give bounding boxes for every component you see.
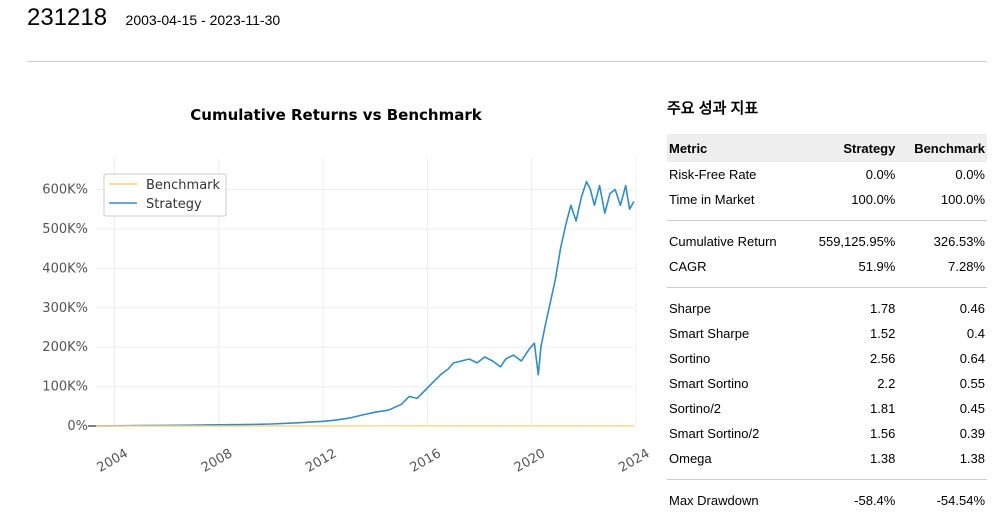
metric-column-header: Metric <box>667 134 801 162</box>
metric-name: Smart Sortino <box>669 376 749 391</box>
strategy-value: 100.0% <box>851 192 896 207</box>
metric-name: Sortino/2 <box>669 401 722 416</box>
metric-row: Max Drawdown -58.4% -54.54% <box>667 488 987 513</box>
benchmark-value: 0.39 <box>959 426 985 441</box>
metric-name: Smart Sharpe <box>669 326 750 341</box>
benchmark-column-header: Benchmark <box>897 134 987 162</box>
y-tick-label: 100K% <box>42 380 88 395</box>
strategy-value: 1.56 <box>870 426 896 441</box>
chart-grid <box>96 158 637 427</box>
x-tick-label: 2024 <box>616 446 652 476</box>
metric-name: Omega <box>669 451 712 466</box>
strategy-column-header: Strategy <box>800 134 898 162</box>
metric-row: Smart Sharpe 1.52 0.4 <box>667 321 987 346</box>
report-header: 231218 2003-04-15 - 2023-11-30 <box>27 4 280 38</box>
metrics-separator <box>667 279 987 296</box>
chart-axes: 0% 100K% 200K% 300K% 400K% 500K% 600K% 2004 2008… <box>42 183 652 476</box>
strategy-value: 1.78 <box>870 301 896 316</box>
metric-name: CAGR <box>669 259 707 274</box>
legend-label: Benchmark <box>146 178 221 193</box>
metrics-header-row: Metric Strategy Benchmark <box>667 134 987 162</box>
strategy-value: 2.56 <box>870 351 896 366</box>
x-tick-label: 2008 <box>199 446 235 476</box>
metric-row: Sortino 2.56 0.64 <box>667 346 987 371</box>
metrics-table: Metric Strategy Benchmark Risk-Free Rate… <box>667 134 987 513</box>
metric-row: Smart Sortino 2.2 0.55 <box>667 371 987 396</box>
metric-row: Smart Sortino/2 1.56 0.39 <box>667 421 987 446</box>
metrics-body: Risk-Free Rate 0.0% 0.0% Time in Market 100.… <box>667 162 987 513</box>
strategy-line <box>95 180 635 427</box>
metric-name: Smart Sortino/2 <box>669 426 760 441</box>
benchmark-value: 100.0% <box>940 192 985 207</box>
metric-row: Sharpe 1.78 0.46 <box>667 296 987 321</box>
x-tick-label: 2020 <box>512 446 548 476</box>
cumulative-returns-chart: 0% 100K% 200K% 300K% 400K% 500K% 600K% 2004 2008… <box>42 92 652 517</box>
legend-label: Strategy <box>146 197 202 212</box>
benchmark-value: 0.64 <box>959 351 985 366</box>
y-tick-label: 500K% <box>42 222 88 237</box>
metrics-separator <box>667 212 987 229</box>
metric-row: Cumulative Return 559,125.95% 326.53% <box>667 229 987 254</box>
metric-row: Omega 1.38 1.38 <box>667 446 987 471</box>
benchmark-value: 0.46 <box>959 301 985 316</box>
strategy-value: 2.2 <box>877 376 896 391</box>
strategy-value: 1.81 <box>870 401 896 416</box>
strategy-value: 0.0% <box>865 167 896 182</box>
y-tick-label: 600K% <box>42 183 88 198</box>
x-tick-label: 2012 <box>303 446 339 476</box>
metrics-title: 주요 성과 지표 <box>667 100 759 117</box>
chart-series <box>95 180 635 427</box>
x-tick-label: 2004 <box>95 446 131 476</box>
benchmark-value: 7.28% <box>948 259 985 274</box>
benchmark-value: 0.4 <box>966 326 985 341</box>
chart-title: Cumulative Returns vs Benchmark <box>190 106 482 124</box>
date-range: 2003-04-15 - 2023-11-30 <box>125 12 281 28</box>
benchmark-value: 1.38 <box>959 451 985 466</box>
metric-name: Time in Market <box>669 192 755 207</box>
strategy-title: 231218 <box>27 4 108 31</box>
y-tick-label: 400K% <box>42 261 88 276</box>
chart-legend: Benchmark Strategy <box>103 173 227 217</box>
metric-row: Sortino/2 1.81 0.45 <box>667 396 987 421</box>
strategy-value: 559,125.95% <box>818 234 896 249</box>
y-tick-label: 300K% <box>42 301 88 316</box>
benchmark-value: 0.55 <box>959 376 985 391</box>
key-metrics-panel: 주요 성과 지표 Metric Strategy Benchmark Risk-… <box>667 98 987 513</box>
metric-name: Sortino <box>669 351 711 366</box>
metric-row: Risk-Free Rate 0.0% 0.0% <box>667 162 987 187</box>
strategy-value: 51.9% <box>858 259 896 274</box>
metric-row: CAGR 51.9% 7.28% <box>667 254 987 279</box>
metrics-separator <box>667 471 987 488</box>
y-tick-label: 200K% <box>42 340 88 355</box>
metric-name: Max Drawdown <box>669 493 759 508</box>
y-tick-label: 0% <box>67 419 88 434</box>
benchmark-value: -54.54% <box>936 493 985 508</box>
metric-name: Risk-Free Rate <box>669 167 757 182</box>
strategy-value: 1.38 <box>870 451 896 466</box>
metric-name: Cumulative Return <box>669 234 777 249</box>
strategy-value: 1.52 <box>870 326 896 341</box>
benchmark-value: 0.0% <box>955 167 985 182</box>
benchmark-value: 0.45 <box>959 401 985 416</box>
metric-name: Sharpe <box>669 301 711 316</box>
metric-row: Time in Market 100.0% 100.0% <box>667 187 987 212</box>
strategy-value: -58.4% <box>854 493 896 508</box>
benchmark-value: 326.53% <box>933 234 985 249</box>
chart-canvas: 0% 100K% 200K% 300K% 400K% 500K% 600K% 2004 2008… <box>42 106 652 476</box>
x-tick-label: 2016 <box>408 446 444 476</box>
header-divider <box>27 61 987 62</box>
